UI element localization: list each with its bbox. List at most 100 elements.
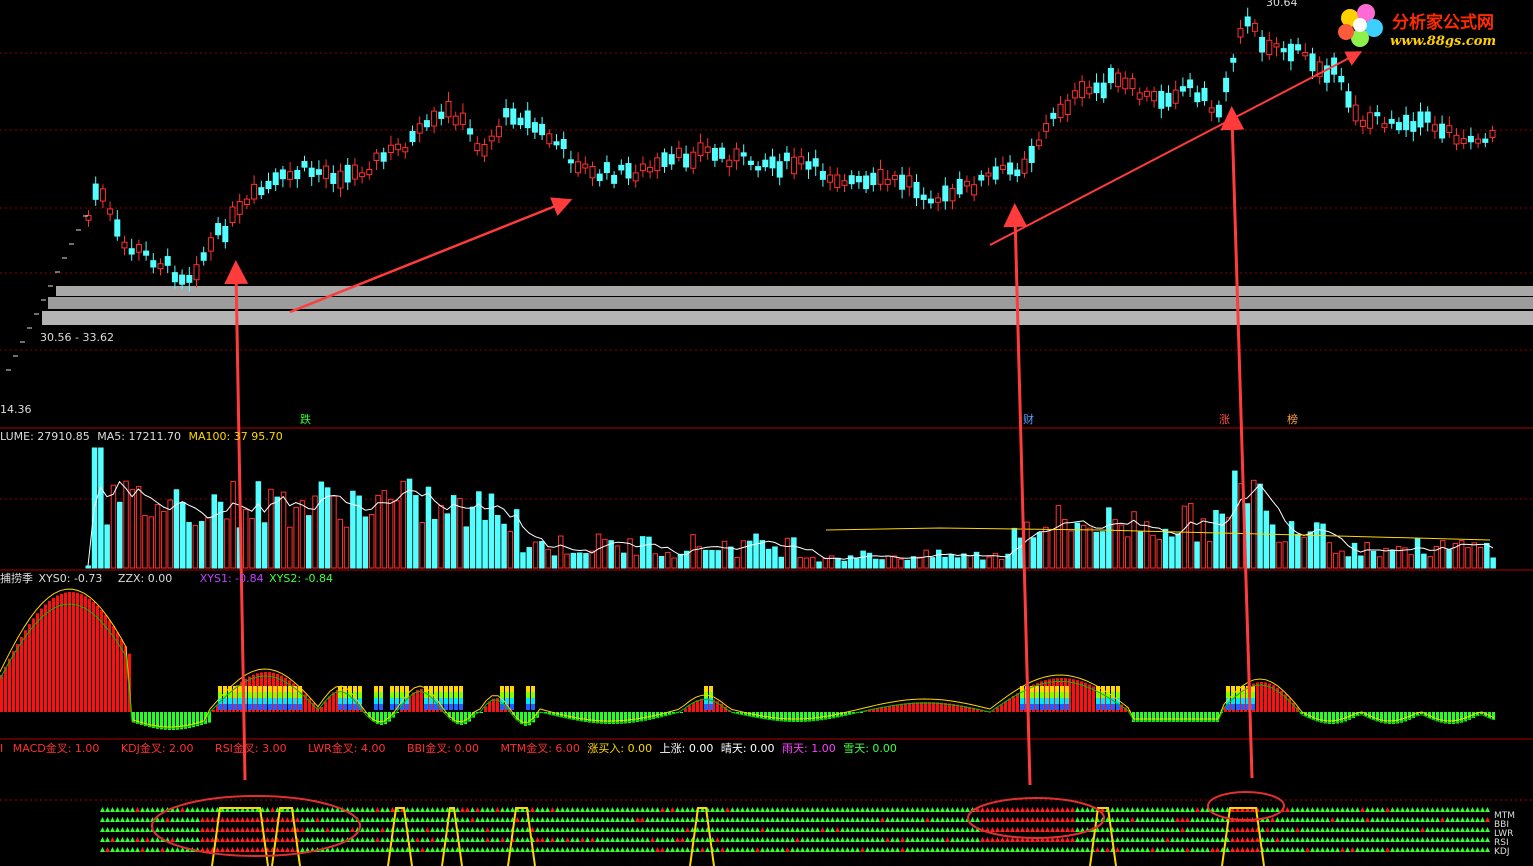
signal-arrow xyxy=(580,817,585,822)
candle-body xyxy=(791,156,798,175)
oscillator-bar xyxy=(28,624,31,712)
oscillator-bar xyxy=(568,712,571,720)
oscillator-signal-block xyxy=(238,692,242,698)
signal-arrow xyxy=(300,817,305,822)
side-tab-mtm[interactable]: MTM xyxy=(1494,811,1516,821)
signal-arrow xyxy=(1355,837,1360,842)
signal-arrow xyxy=(195,837,200,842)
oscillator-bar xyxy=(64,592,67,712)
signal-arrow xyxy=(1335,807,1340,812)
oscillator-bar xyxy=(1472,712,1475,719)
signal-arrow xyxy=(1190,817,1195,822)
signal-arrow xyxy=(1210,817,1215,822)
signal-arrow xyxy=(975,807,980,812)
signal-arrow xyxy=(1300,807,1305,812)
side-tab-rsi[interactable]: RSI xyxy=(1494,838,1509,848)
oscillator-signal-block xyxy=(1231,698,1235,704)
signal-arrow xyxy=(125,827,130,832)
volume-bar xyxy=(810,556,816,569)
candle-body xyxy=(553,141,560,146)
signal-arrow xyxy=(700,817,705,822)
signal-arrow xyxy=(775,807,780,812)
signal-arrow xyxy=(1385,837,1390,842)
oscillator-signal-block xyxy=(429,704,433,710)
signal-arrow xyxy=(400,827,405,832)
candle-body xyxy=(1014,169,1021,177)
volume-bar xyxy=(85,565,91,569)
oscillator-bar xyxy=(1204,712,1207,722)
signal-arrow xyxy=(995,827,1000,832)
signal-arrow xyxy=(155,837,160,842)
signal-arrow xyxy=(590,837,595,842)
oscillator-bar xyxy=(8,658,11,712)
oscillator-signal-block xyxy=(500,704,504,710)
oscillator-signal-block xyxy=(439,692,443,698)
signal-arrow xyxy=(740,807,745,812)
oscillator-signal-block xyxy=(1045,704,1049,710)
oscillator-bar xyxy=(548,712,551,715)
signal-arrow xyxy=(815,837,820,842)
volume-bar xyxy=(1200,518,1207,569)
signal-arrow xyxy=(410,827,415,832)
signal-arrow xyxy=(1160,817,1165,822)
signal-arrow xyxy=(1300,837,1305,842)
signal-arrow xyxy=(335,847,340,852)
side-tab-kdj[interactable]: KDJ xyxy=(1494,847,1510,857)
candle-body xyxy=(99,188,106,202)
oscillator-signal-block xyxy=(1096,704,1100,710)
signal-arrow xyxy=(100,837,105,842)
signal-arrow xyxy=(1160,827,1165,832)
signal-item-rsi: RSI金叉: 3.00 xyxy=(215,742,287,755)
signal-arrow xyxy=(175,837,180,842)
side-tab-bbi[interactable]: BBI xyxy=(1494,820,1510,830)
signal-arrow xyxy=(1355,847,1360,852)
signal-arrow xyxy=(330,837,335,842)
oscillator-bar xyxy=(1332,712,1335,724)
signal-arrow xyxy=(210,807,215,812)
signal-arrow xyxy=(600,837,605,842)
signal-arrow xyxy=(470,847,475,852)
oscillator-bar xyxy=(1456,712,1459,724)
signal-arrow xyxy=(885,837,890,842)
signal-arrow xyxy=(1385,817,1390,822)
signal-arrow xyxy=(1235,837,1240,842)
side-tab-lwr[interactable]: LWR xyxy=(1494,829,1514,839)
candle-body xyxy=(1475,138,1482,144)
signal-arrow xyxy=(345,847,350,852)
oscillator-bar xyxy=(1392,712,1395,724)
candle-body xyxy=(1352,104,1359,122)
signal-arrow xyxy=(145,837,150,842)
signal-arrow xyxy=(355,837,360,842)
signal-arrow xyxy=(800,817,805,822)
signal-arrow xyxy=(1005,837,1010,842)
signal-arrow xyxy=(760,847,765,852)
signal-arrow xyxy=(750,837,755,842)
signal-arrow xyxy=(1480,807,1485,812)
oscillator-signal-block xyxy=(1060,692,1064,698)
oscillator-bar xyxy=(1308,712,1311,719)
signal-arrow xyxy=(1485,837,1490,842)
marker-fall: 跌 xyxy=(300,413,311,426)
candle-body xyxy=(1172,89,1179,104)
signal-arrow xyxy=(225,847,230,852)
volume-bar xyxy=(104,524,110,569)
signal-arrow xyxy=(1365,807,1370,812)
candle-body xyxy=(1482,138,1489,143)
signal-arrow xyxy=(850,847,855,852)
oscillator-signal-block xyxy=(1236,704,1240,710)
signal-arrow xyxy=(1195,807,1200,812)
signal-arrow xyxy=(525,827,530,832)
oscillator-bar xyxy=(448,712,451,718)
signal-strip xyxy=(100,807,1490,866)
oscillator-signal-block xyxy=(379,704,383,710)
signal-arrow xyxy=(655,837,660,842)
signal-arrow xyxy=(1070,807,1075,812)
oscillator-signal-block xyxy=(278,692,282,698)
signal-arrow xyxy=(1365,827,1370,832)
oscillator-bar xyxy=(464,712,467,725)
signal-arrow xyxy=(1280,837,1285,842)
signal-arrow xyxy=(505,847,510,852)
oscillator-signal-block xyxy=(424,698,428,704)
volume-bar xyxy=(576,552,583,569)
